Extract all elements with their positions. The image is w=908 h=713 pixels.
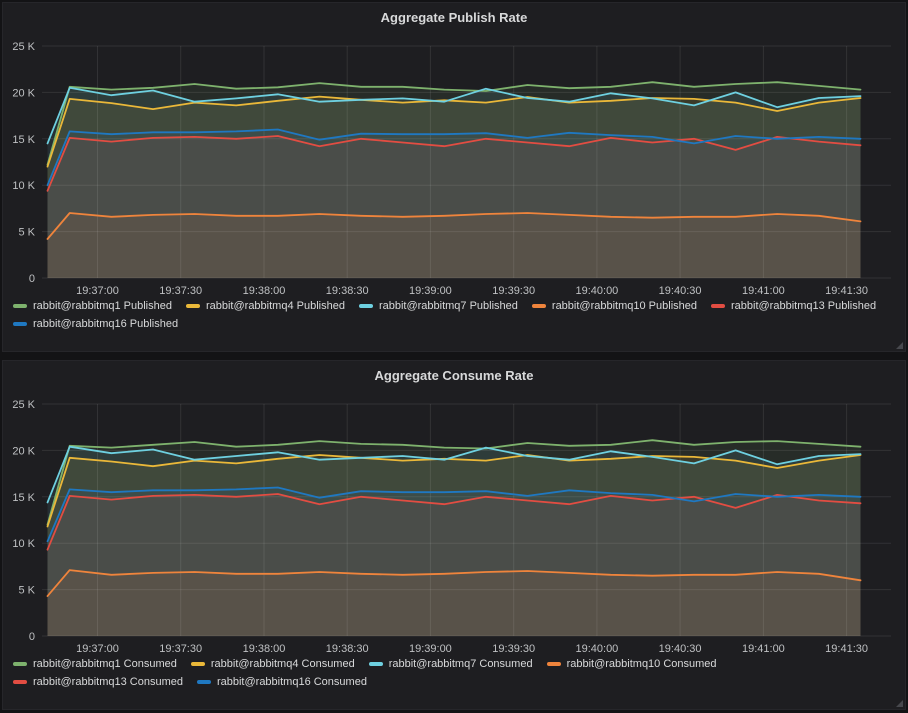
y-tick-label: 0 <box>29 273 35 285</box>
x-tick-label: 19:40:30 <box>659 285 702 296</box>
legend-label: rabbit@rabbitmq1 Published <box>33 300 172 312</box>
y-tick-label: 25 K <box>12 41 35 53</box>
series-fill <box>47 87 861 278</box>
legend-label: rabbit@rabbitmq7 Consumed <box>388 658 533 670</box>
series-line <box>46 95 862 168</box>
x-tick-label: 19:37:30 <box>159 285 202 296</box>
legend-swatch-icon <box>531 304 546 308</box>
series-fill <box>47 487 861 636</box>
x-tick-label: 19:39:00 <box>409 285 452 296</box>
series-line <box>46 81 862 166</box>
series-line <box>46 569 862 598</box>
legend-swatch-icon <box>358 304 373 308</box>
series-fill <box>47 446 861 636</box>
legend-swatch-icon <box>13 662 27 666</box>
series-fill <box>47 136 861 278</box>
x-tick-label: 19:37:30 <box>159 643 202 654</box>
legend-item[interactable]: rabbit@rabbitmq10 Published <box>531 300 697 312</box>
legend-label: rabbit@rabbitmq13 Published <box>731 300 877 312</box>
x-tick-label: 19:40:00 <box>575 285 618 296</box>
legend-item[interactable]: rabbit@rabbitmq16 Published <box>13 318 178 330</box>
legend-item[interactable]: rabbit@rabbitmq7 Published <box>358 300 518 312</box>
panel-title[interactable]: Aggregate Consume Rate <box>374 368 534 383</box>
series-line <box>46 135 862 192</box>
x-tick-label: 19:39:30 <box>492 285 535 296</box>
series-line <box>46 493 862 551</box>
panel-resize-handle[interactable] <box>896 342 903 349</box>
x-tick-label: 19:41:30 <box>825 643 868 654</box>
legend-swatch-icon <box>13 304 27 308</box>
legend: rabbit@rabbitmq1 Consumed rabbit@rabbitmq… <box>3 654 905 688</box>
series-line <box>46 86 862 145</box>
x-tick-label: 19:40:00 <box>575 643 618 654</box>
series-line <box>46 445 862 504</box>
legend-label: rabbit@rabbitmq10 Consumed <box>566 658 717 670</box>
legend-swatch-icon <box>185 304 200 308</box>
consume-rate-chart[interactable]: 25 K 20 K 15 K 10 K 5 K 0 19:37:00 19:37:30 19:3… <box>3 386 905 654</box>
x-tick-label: 19:41:30 <box>825 285 868 296</box>
y-tick-label: 15 K <box>12 134 35 146</box>
series-line <box>46 128 862 187</box>
legend-swatch-icon <box>13 680 27 684</box>
legend: rabbit@rabbitmq1 Published rabbit@rabbitm… <box>3 296 905 330</box>
x-tick-label: 19:41:00 <box>742 643 785 654</box>
legend-swatch-icon <box>13 322 27 326</box>
x-tick-label: 19:40:30 <box>659 643 702 654</box>
y-tick-label: 25 K <box>12 399 35 411</box>
legend-label: rabbit@rabbitmq16 Consumed <box>216 676 367 688</box>
y-tick-label: 10 K <box>12 538 35 550</box>
legend-item[interactable]: rabbit@rabbitmq1 Published <box>13 300 172 312</box>
series-line <box>46 439 862 526</box>
x-tick-label: 19:38:30 <box>326 285 369 296</box>
legend-item[interactable]: rabbit@rabbitmq7 Consumed <box>368 658 533 670</box>
x-tick-label: 19:38:30 <box>326 643 369 654</box>
legend-label: rabbit@rabbitmq4 Published <box>205 300 345 312</box>
y-tick-label: 10 K <box>12 180 35 192</box>
x-tick-label: 19:39:00 <box>409 643 452 654</box>
x-tick-label: 19:38:00 <box>243 285 286 296</box>
y-tick-label: 5 K <box>18 227 35 239</box>
series-fill <box>47 213 861 278</box>
panel-aggregate-consume-rate: Aggregate Consume Rate 25 K 20 K 15 K 10 K 5… <box>2 360 906 710</box>
legend-item[interactable]: rabbit@rabbitmq4 Published <box>185 300 345 312</box>
legend-item[interactable]: rabbit@rabbitmq4 Consumed <box>190 658 355 670</box>
y-tick-label: 20 K <box>12 445 35 457</box>
legend-item[interactable]: rabbit@rabbitmq13 Consumed <box>13 676 183 688</box>
legend-swatch-icon <box>196 680 211 684</box>
legend-item[interactable]: rabbit@rabbitmq10 Consumed <box>546 658 717 670</box>
x-tick-label: 19:37:00 <box>76 643 119 654</box>
y-tick-label: 5 K <box>18 585 35 597</box>
y-tick-label: 15 K <box>12 492 35 504</box>
legend-swatch-icon <box>546 662 561 666</box>
legend-item[interactable]: rabbit@rabbitmq16 Consumed <box>196 676 367 688</box>
legend-label: rabbit@rabbitmq7 Published <box>378 300 518 312</box>
legend-label: rabbit@rabbitmq1 Consumed <box>33 658 177 670</box>
legend-label: rabbit@rabbitmq13 Consumed <box>33 676 183 688</box>
panel-resize-handle[interactable] <box>896 700 903 707</box>
panel-aggregate-publish-rate: Aggregate Publish Rate 25 K 20 K 15 K 10 K 5… <box>2 2 906 352</box>
series-fill <box>47 494 861 636</box>
series-line <box>46 486 862 543</box>
legend-label: rabbit@rabbitmq16 Published <box>33 318 179 330</box>
legend-label: rabbit@rabbitmq10 Published <box>551 300 697 312</box>
y-tick-label: 20 K <box>12 87 35 99</box>
x-tick-label: 19:37:00 <box>76 285 119 296</box>
legend-label: rabbit@rabbitmq4 Consumed <box>210 658 355 670</box>
legend-swatch-icon <box>711 304 725 308</box>
legend-swatch-icon <box>190 662 205 666</box>
y-tick-label: 0 <box>29 631 35 643</box>
legend-item[interactable]: rabbit@rabbitmq1 Consumed <box>13 658 177 670</box>
legend-item[interactable]: rabbit@rabbitmq13 Published <box>711 300 876 312</box>
x-tick-label: 19:39:30 <box>492 643 535 654</box>
series-line <box>46 212 862 240</box>
panel-title[interactable]: Aggregate Publish Rate <box>380 10 528 25</box>
publish-rate-chart[interactable]: 25 K 20 K 15 K 10 K 5 K 0 19:37:00 19:37:30 19:3… <box>3 28 905 296</box>
series-fill <box>47 570 861 636</box>
x-tick-label: 19:41:00 <box>742 285 785 296</box>
x-tick-label: 19:38:00 <box>243 643 286 654</box>
series-fill <box>47 129 861 278</box>
legend-swatch-icon <box>368 662 383 666</box>
